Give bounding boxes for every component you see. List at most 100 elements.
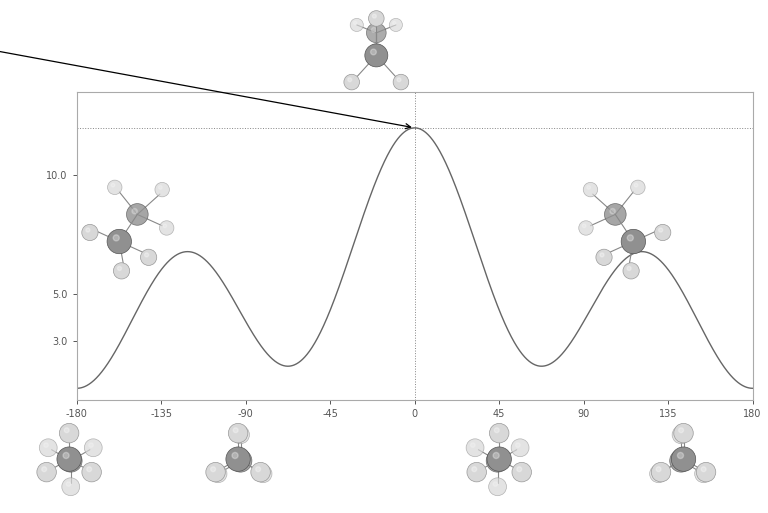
Circle shape (659, 228, 663, 232)
Circle shape (59, 423, 79, 443)
Circle shape (155, 183, 170, 197)
Circle shape (650, 465, 667, 483)
Circle shape (515, 443, 520, 447)
Circle shape (232, 426, 250, 444)
Circle shape (108, 180, 122, 194)
Circle shape (132, 208, 137, 214)
Circle shape (389, 18, 402, 31)
Circle shape (44, 443, 48, 447)
Circle shape (369, 11, 384, 26)
Circle shape (701, 467, 706, 471)
Circle shape (228, 423, 248, 443)
Circle shape (587, 186, 591, 189)
Circle shape (466, 439, 484, 457)
Circle shape (634, 183, 638, 187)
Circle shape (517, 467, 521, 471)
Circle shape (41, 467, 47, 471)
Circle shape (251, 462, 270, 482)
Text: $C_2$: $C_2$ (0, 29, 411, 129)
Circle shape (86, 228, 90, 232)
Circle shape (627, 266, 631, 270)
Circle shape (699, 469, 703, 473)
Circle shape (210, 467, 216, 471)
Circle shape (256, 467, 260, 471)
Circle shape (107, 229, 131, 254)
Circle shape (63, 452, 69, 459)
Circle shape (144, 253, 149, 257)
Circle shape (344, 74, 359, 90)
Circle shape (512, 462, 531, 482)
Circle shape (583, 183, 598, 197)
Circle shape (372, 27, 376, 32)
Circle shape (87, 467, 91, 471)
Circle shape (610, 208, 615, 214)
Circle shape (654, 224, 670, 241)
Circle shape (61, 478, 80, 496)
Circle shape (582, 224, 586, 228)
Circle shape (39, 439, 57, 457)
Circle shape (372, 14, 376, 18)
Circle shape (236, 430, 240, 435)
Circle shape (495, 428, 499, 432)
Circle shape (65, 455, 71, 460)
Circle shape (114, 263, 130, 279)
Circle shape (654, 469, 659, 473)
Circle shape (229, 449, 252, 472)
Circle shape (467, 462, 486, 482)
Circle shape (59, 449, 82, 472)
Circle shape (37, 462, 56, 482)
Circle shape (493, 482, 498, 486)
Circle shape (118, 266, 121, 270)
Circle shape (226, 447, 250, 471)
Circle shape (82, 462, 101, 482)
Circle shape (677, 430, 681, 435)
Circle shape (697, 462, 716, 482)
Circle shape (89, 443, 93, 447)
Circle shape (371, 49, 376, 55)
Circle shape (254, 465, 272, 483)
Circle shape (397, 78, 401, 82)
Circle shape (369, 44, 383, 56)
Circle shape (486, 449, 509, 472)
Circle shape (57, 447, 81, 471)
Circle shape (511, 439, 529, 457)
Circle shape (84, 439, 102, 457)
Circle shape (596, 249, 612, 265)
Circle shape (671, 447, 696, 471)
Circle shape (677, 452, 684, 459)
Circle shape (695, 465, 713, 483)
Circle shape (674, 423, 694, 443)
Circle shape (111, 183, 114, 187)
Circle shape (353, 22, 357, 25)
Circle shape (493, 452, 499, 459)
Circle shape (621, 229, 646, 254)
Circle shape (651, 462, 670, 482)
Circle shape (366, 23, 386, 43)
Circle shape (471, 443, 475, 447)
Circle shape (214, 469, 218, 473)
Circle shape (163, 224, 167, 228)
Circle shape (489, 423, 509, 443)
Circle shape (675, 455, 681, 460)
Circle shape (259, 469, 263, 473)
Circle shape (209, 465, 227, 483)
Circle shape (392, 22, 396, 25)
Circle shape (579, 221, 593, 235)
Circle shape (393, 74, 409, 90)
Circle shape (492, 455, 498, 460)
Circle shape (656, 467, 661, 471)
Circle shape (623, 263, 639, 279)
Circle shape (604, 204, 626, 225)
Circle shape (348, 78, 352, 82)
Circle shape (158, 186, 162, 189)
Circle shape (66, 482, 71, 486)
Circle shape (631, 180, 645, 194)
Circle shape (472, 467, 477, 471)
Circle shape (127, 204, 148, 225)
Circle shape (160, 221, 174, 235)
Circle shape (627, 235, 634, 241)
Circle shape (670, 449, 693, 472)
Circle shape (232, 452, 238, 459)
Circle shape (350, 18, 363, 31)
Circle shape (141, 249, 157, 265)
